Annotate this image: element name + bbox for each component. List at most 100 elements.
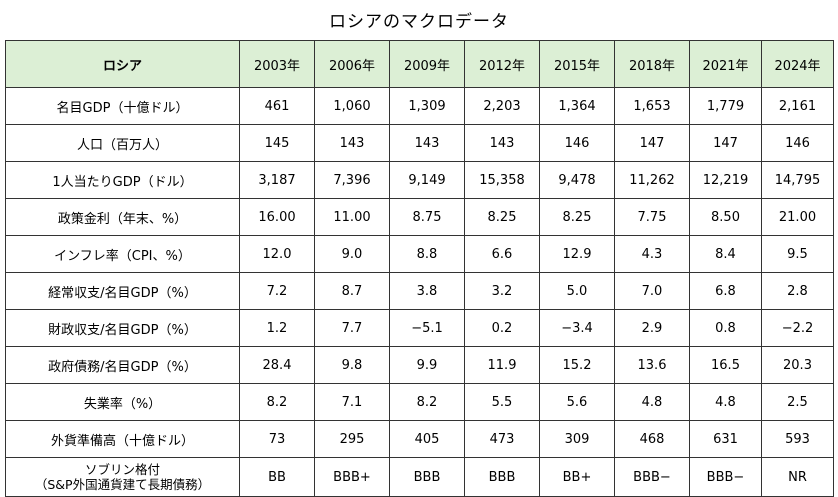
table-cell: 12,219 (689, 161, 762, 199)
table-cell: 11,262 (614, 161, 690, 199)
table-cell: 8.2 (239, 383, 315, 421)
table-cell: 1,060 (314, 87, 390, 125)
table-row: インフレ率（CPI、%） 12.0 9.0 8.8 6.6 12.9 4.3 8.4 9.5 (5, 235, 834, 273)
table-cell: 147 (614, 124, 690, 162)
table-row: 外貨準備高（十億ドル） 73 295 405 473 309 468 631 593 (5, 420, 834, 458)
year-header: 2018年 (614, 40, 690, 88)
row-label: 1人当たりGDP（ドル） (5, 161, 240, 199)
row-label: 財政収支/名目GDP（%） (5, 309, 240, 347)
row-label: 外貨準備高（十億ドル） (5, 420, 240, 458)
table-cell: 146 (539, 124, 615, 162)
table-cell: 1,309 (389, 87, 465, 125)
table-cell: 11.00 (314, 198, 390, 236)
table-cell: 8.25 (539, 198, 615, 236)
table-cell: 461 (239, 87, 315, 125)
table-cell: BB (239, 457, 315, 497)
table-row: 人口（百万人） 145 143 143 143 146 147 147 146 (5, 124, 834, 162)
table-cell: 3.8 (389, 272, 465, 310)
table-cell: 631 (689, 420, 762, 458)
table-cell: 1,779 (689, 87, 762, 125)
year-header: 2021年 (689, 40, 762, 88)
table-cell: 8.7 (314, 272, 390, 310)
year-header: 2009年 (389, 40, 465, 88)
table-row: 失業率（%） 8.2 7.1 8.2 5.5 5.6 4.8 4.8 2.5 (5, 383, 834, 421)
table-cell: 7,396 (314, 161, 390, 199)
table-cell: 3,187 (239, 161, 315, 199)
table-cell: 5.6 (539, 383, 615, 421)
table-cell: 145 (239, 124, 315, 162)
table-cell: 9,149 (389, 161, 465, 199)
table-cell: 73 (239, 420, 315, 458)
table-cell: 2,203 (464, 87, 540, 125)
table-row: 財政収支/名目GDP（%） 1.2 7.7 −5.1 0.2 −3.4 2.9 0.8 −2.2 (5, 309, 834, 347)
table-cell: 8.2 (389, 383, 465, 421)
table-row: 政策金利（年末、%） 16.00 11.00 8.75 8.25 8.25 7.75 8.50… (5, 198, 834, 236)
table-cell: 0.2 (464, 309, 540, 347)
table-row: 政府債務/名目GDP（%） 28.4 9.8 9.9 11.9 15.2 13.6 16.5 2… (5, 346, 834, 384)
row-label-rating: ソブリン格付 （S&P外国通貨建て長期債務） (5, 457, 240, 497)
row-label: 名目GDP（十億ドル） (5, 87, 240, 125)
table-row: 経常収支/名目GDP（%） 7.2 8.7 3.8 3.2 5.0 7.0 6.8 2.8 (5, 272, 834, 310)
table-cell: 16.5 (689, 346, 762, 384)
rating-label-line1: ソブリン格付 (84, 462, 160, 477)
table-cell: 9.5 (761, 235, 834, 273)
table-cell: 8.4 (689, 235, 762, 273)
rating-label-line2: （S&P外国通貨建て長期債務） (34, 477, 211, 492)
corner-header: ロシア (5, 40, 240, 88)
table-cell: 0.8 (689, 309, 762, 347)
year-header: 2006年 (314, 40, 390, 88)
table-cell: 1,653 (614, 87, 690, 125)
table-cell: 2.5 (761, 383, 834, 421)
table-cell: 1,364 (539, 87, 615, 125)
year-header: 2012年 (464, 40, 540, 88)
table-cell: 12.9 (539, 235, 615, 273)
row-label: インフレ率（CPI、%） (5, 235, 240, 273)
table-cell: 28.4 (239, 346, 315, 384)
table-cell: −3.4 (539, 309, 615, 347)
table-cell: 2.9 (614, 309, 690, 347)
row-label: 経常収支/名目GDP（%） (5, 272, 240, 310)
table-cell: 4.3 (614, 235, 690, 273)
table-cell: 405 (389, 420, 465, 458)
table-cell: 309 (539, 420, 615, 458)
table-cell: BBB (389, 457, 465, 497)
row-label: 政府債務/名目GDP（%） (5, 346, 240, 384)
table-cell: 7.0 (614, 272, 690, 310)
table-cell: 9,478 (539, 161, 615, 199)
table-cell: 15.2 (539, 346, 615, 384)
row-label: 政策金利（年末、%） (5, 198, 240, 236)
table-cell: 1.2 (239, 309, 315, 347)
table-row: 名目GDP（十億ドル） 461 1,060 1,309 2,203 1,364 1,653 1… (5, 87, 834, 125)
table-cell: BB+ (539, 457, 615, 497)
table-cell: 8.8 (389, 235, 465, 273)
year-header: 2015年 (539, 40, 615, 88)
table-cell: 13.6 (614, 346, 690, 384)
table-cell: 12.0 (239, 235, 315, 273)
header-row: ロシア 2003年 2006年 2009年 2012年 2015年 2018年 2021年 2… (5, 40, 834, 88)
table-cell: 9.9 (389, 346, 465, 384)
row-label: 人口（百万人） (5, 124, 240, 162)
table-body: 名目GDP（十億ドル） 461 1,060 1,309 2,203 1,364 1,653 1… (5, 87, 834, 497)
table-row: 1人当たりGDP（ドル） 3,187 7,396 9,149 15,358 9,478 11… (5, 161, 834, 199)
table-cell: 295 (314, 420, 390, 458)
table-cell: 473 (464, 420, 540, 458)
table-cell: 143 (389, 124, 465, 162)
table-row-rating: ソブリン格付 （S&P外国通貨建て長期債務） BB BBB+ BBB BBB BB+ BBB−… (5, 457, 834, 497)
table-cell: 8.75 (389, 198, 465, 236)
table-cell: 15,358 (464, 161, 540, 199)
table-cell: BBB (464, 457, 540, 497)
table-cell: 9.8 (314, 346, 390, 384)
table-cell: 2,161 (761, 87, 834, 125)
table-cell: 3.2 (464, 272, 540, 310)
table-cell: 4.8 (689, 383, 762, 421)
table-cell: 143 (464, 124, 540, 162)
table-cell: 20.3 (761, 346, 834, 384)
table-cell: 7.7 (314, 309, 390, 347)
macro-data-table: ロシア 2003年 2006年 2009年 2012年 2015年 2018年 2021年 2… (5, 40, 834, 497)
table-cell: BBB− (614, 457, 690, 497)
table-cell: 6.8 (689, 272, 762, 310)
table-cell: 16.00 (239, 198, 315, 236)
table-cell: 14,795 (761, 161, 834, 199)
table-cell: 8.50 (689, 198, 762, 236)
table-cell: 7.75 (614, 198, 690, 236)
